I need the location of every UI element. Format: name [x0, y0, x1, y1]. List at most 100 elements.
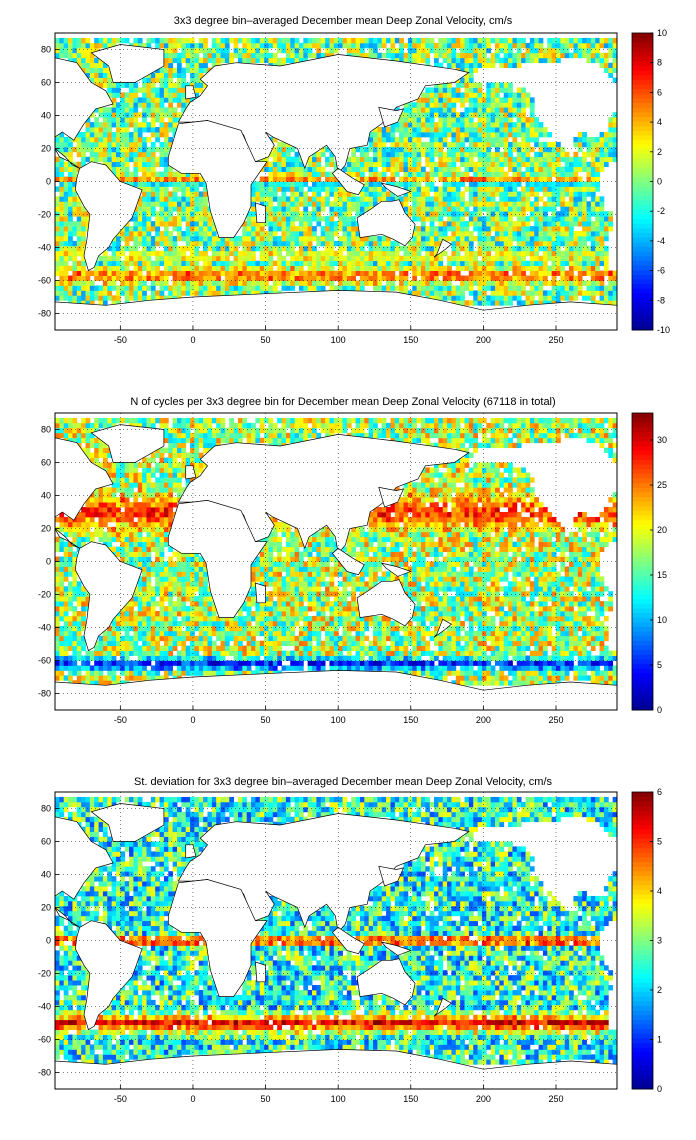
heatmap-cell [268, 226, 274, 232]
heatmap-cell [176, 72, 182, 78]
heatmap-cell [460, 196, 465, 202]
heatmap-cell [503, 250, 509, 257]
heatmap-cell [150, 295, 156, 301]
heatmap-cell [464, 221, 470, 227]
heatmap-cell [499, 265, 505, 271]
heatmap-cell [503, 37, 509, 44]
heatmap-cell [163, 67, 169, 73]
heatmap-cell [85, 221, 91, 227]
heatmap-cell [468, 52, 474, 59]
heatmap-cell [386, 191, 391, 197]
heatmap-cell [473, 221, 478, 227]
colorbar-swatch [632, 102, 653, 108]
heatmap-cell [220, 665, 226, 671]
heatmap-cell [603, 245, 609, 252]
heatmap-cell [159, 216, 165, 222]
heatmap-cell [190, 77, 195, 83]
heatmap-cell [556, 176, 561, 182]
heatmap-cell [569, 226, 574, 232]
heatmap-cell [577, 235, 583, 242]
heatmap-cell [538, 270, 544, 276]
heatmap-cell [455, 675, 461, 681]
heatmap-cell [76, 141, 82, 148]
heatmap-cell [59, 146, 65, 153]
heatmap-cell [255, 665, 261, 671]
heatmap-cell [538, 226, 544, 232]
heatmap-cell [386, 181, 391, 187]
heatmap-cell [560, 221, 566, 227]
heatmap-cell [516, 117, 522, 123]
heatmap-cell [325, 156, 330, 163]
x-tick-label: -50 [114, 335, 127, 345]
heatmap-cell [599, 166, 605, 172]
heatmap-cell [242, 275, 248, 281]
heatmap-cell [294, 161, 300, 168]
heatmap-cell [477, 245, 483, 252]
heatmap-cell [438, 171, 444, 177]
heatmap-cell [198, 290, 204, 296]
heatmap-cell [560, 275, 566, 281]
heatmap-cell [407, 186, 413, 192]
heatmap-cell [560, 260, 566, 267]
heatmap-cell [399, 196, 404, 202]
heatmap-cell [512, 57, 518, 64]
heatmap-cell [451, 62, 457, 69]
heatmap-cell [229, 57, 235, 64]
heatmap-cell [556, 146, 561, 153]
heatmap-cell [233, 245, 239, 252]
heatmap-cell [399, 181, 404, 187]
heatmap-cell [512, 675, 518, 681]
heatmap-cell [582, 235, 587, 242]
heatmap-cell [495, 127, 500, 133]
heatmap-cell [211, 226, 217, 232]
heatmap-cell [59, 42, 65, 49]
heatmap-cell [142, 280, 147, 286]
heatmap-cell [377, 260, 383, 267]
heatmap-cell [102, 300, 108, 306]
heatmap-cell [185, 221, 191, 227]
heatmap-cell [512, 665, 518, 671]
heatmap-cell [590, 171, 596, 177]
heatmap-cell [159, 285, 165, 291]
heatmap-cell [194, 245, 200, 252]
heatmap-cell [303, 250, 309, 257]
heatmap-cell [373, 201, 378, 207]
heatmap-cell [163, 97, 169, 103]
heatmap-cell [85, 675, 91, 681]
heatmap-cell [194, 87, 200, 93]
heatmap-cell [556, 156, 561, 163]
heatmap-cell [403, 156, 409, 163]
heatmap-cell [477, 186, 483, 192]
heatmap-cell [329, 216, 335, 222]
heatmap-cell [486, 250, 492, 257]
heatmap-cell [495, 166, 500, 172]
heatmap-cell [460, 295, 465, 301]
heatmap-cell [342, 196, 348, 202]
heatmap-cell [468, 665, 474, 671]
heatmap-cell [325, 52, 330, 59]
heatmap-cell [124, 92, 130, 98]
heatmap-cell [460, 260, 465, 267]
heatmap-cell [569, 265, 574, 271]
heatmap-cell [63, 47, 69, 54]
heatmap-cell [124, 82, 130, 88]
heatmap-cell [560, 151, 566, 158]
heatmap-cell [429, 270, 435, 276]
heatmap-cell [586, 250, 592, 257]
heatmap-cell [516, 285, 522, 291]
heatmap-cell [481, 300, 487, 306]
heatmap-cell [538, 52, 544, 59]
colorbar-swatch [632, 237, 653, 243]
heatmap-cell [560, 255, 566, 262]
heatmap-cell [89, 670, 95, 676]
heatmap-cell [429, 132, 435, 138]
heatmap-cell [338, 235, 343, 242]
heatmap-cell [560, 191, 566, 197]
heatmap-cell [569, 42, 574, 49]
heatmap-cell [168, 206, 174, 212]
heatmap-cell [194, 72, 200, 78]
colorbar-swatch [632, 97, 653, 104]
heatmap-cell [477, 285, 483, 291]
heatmap-cell [272, 146, 278, 153]
heatmap-cell [434, 57, 439, 64]
